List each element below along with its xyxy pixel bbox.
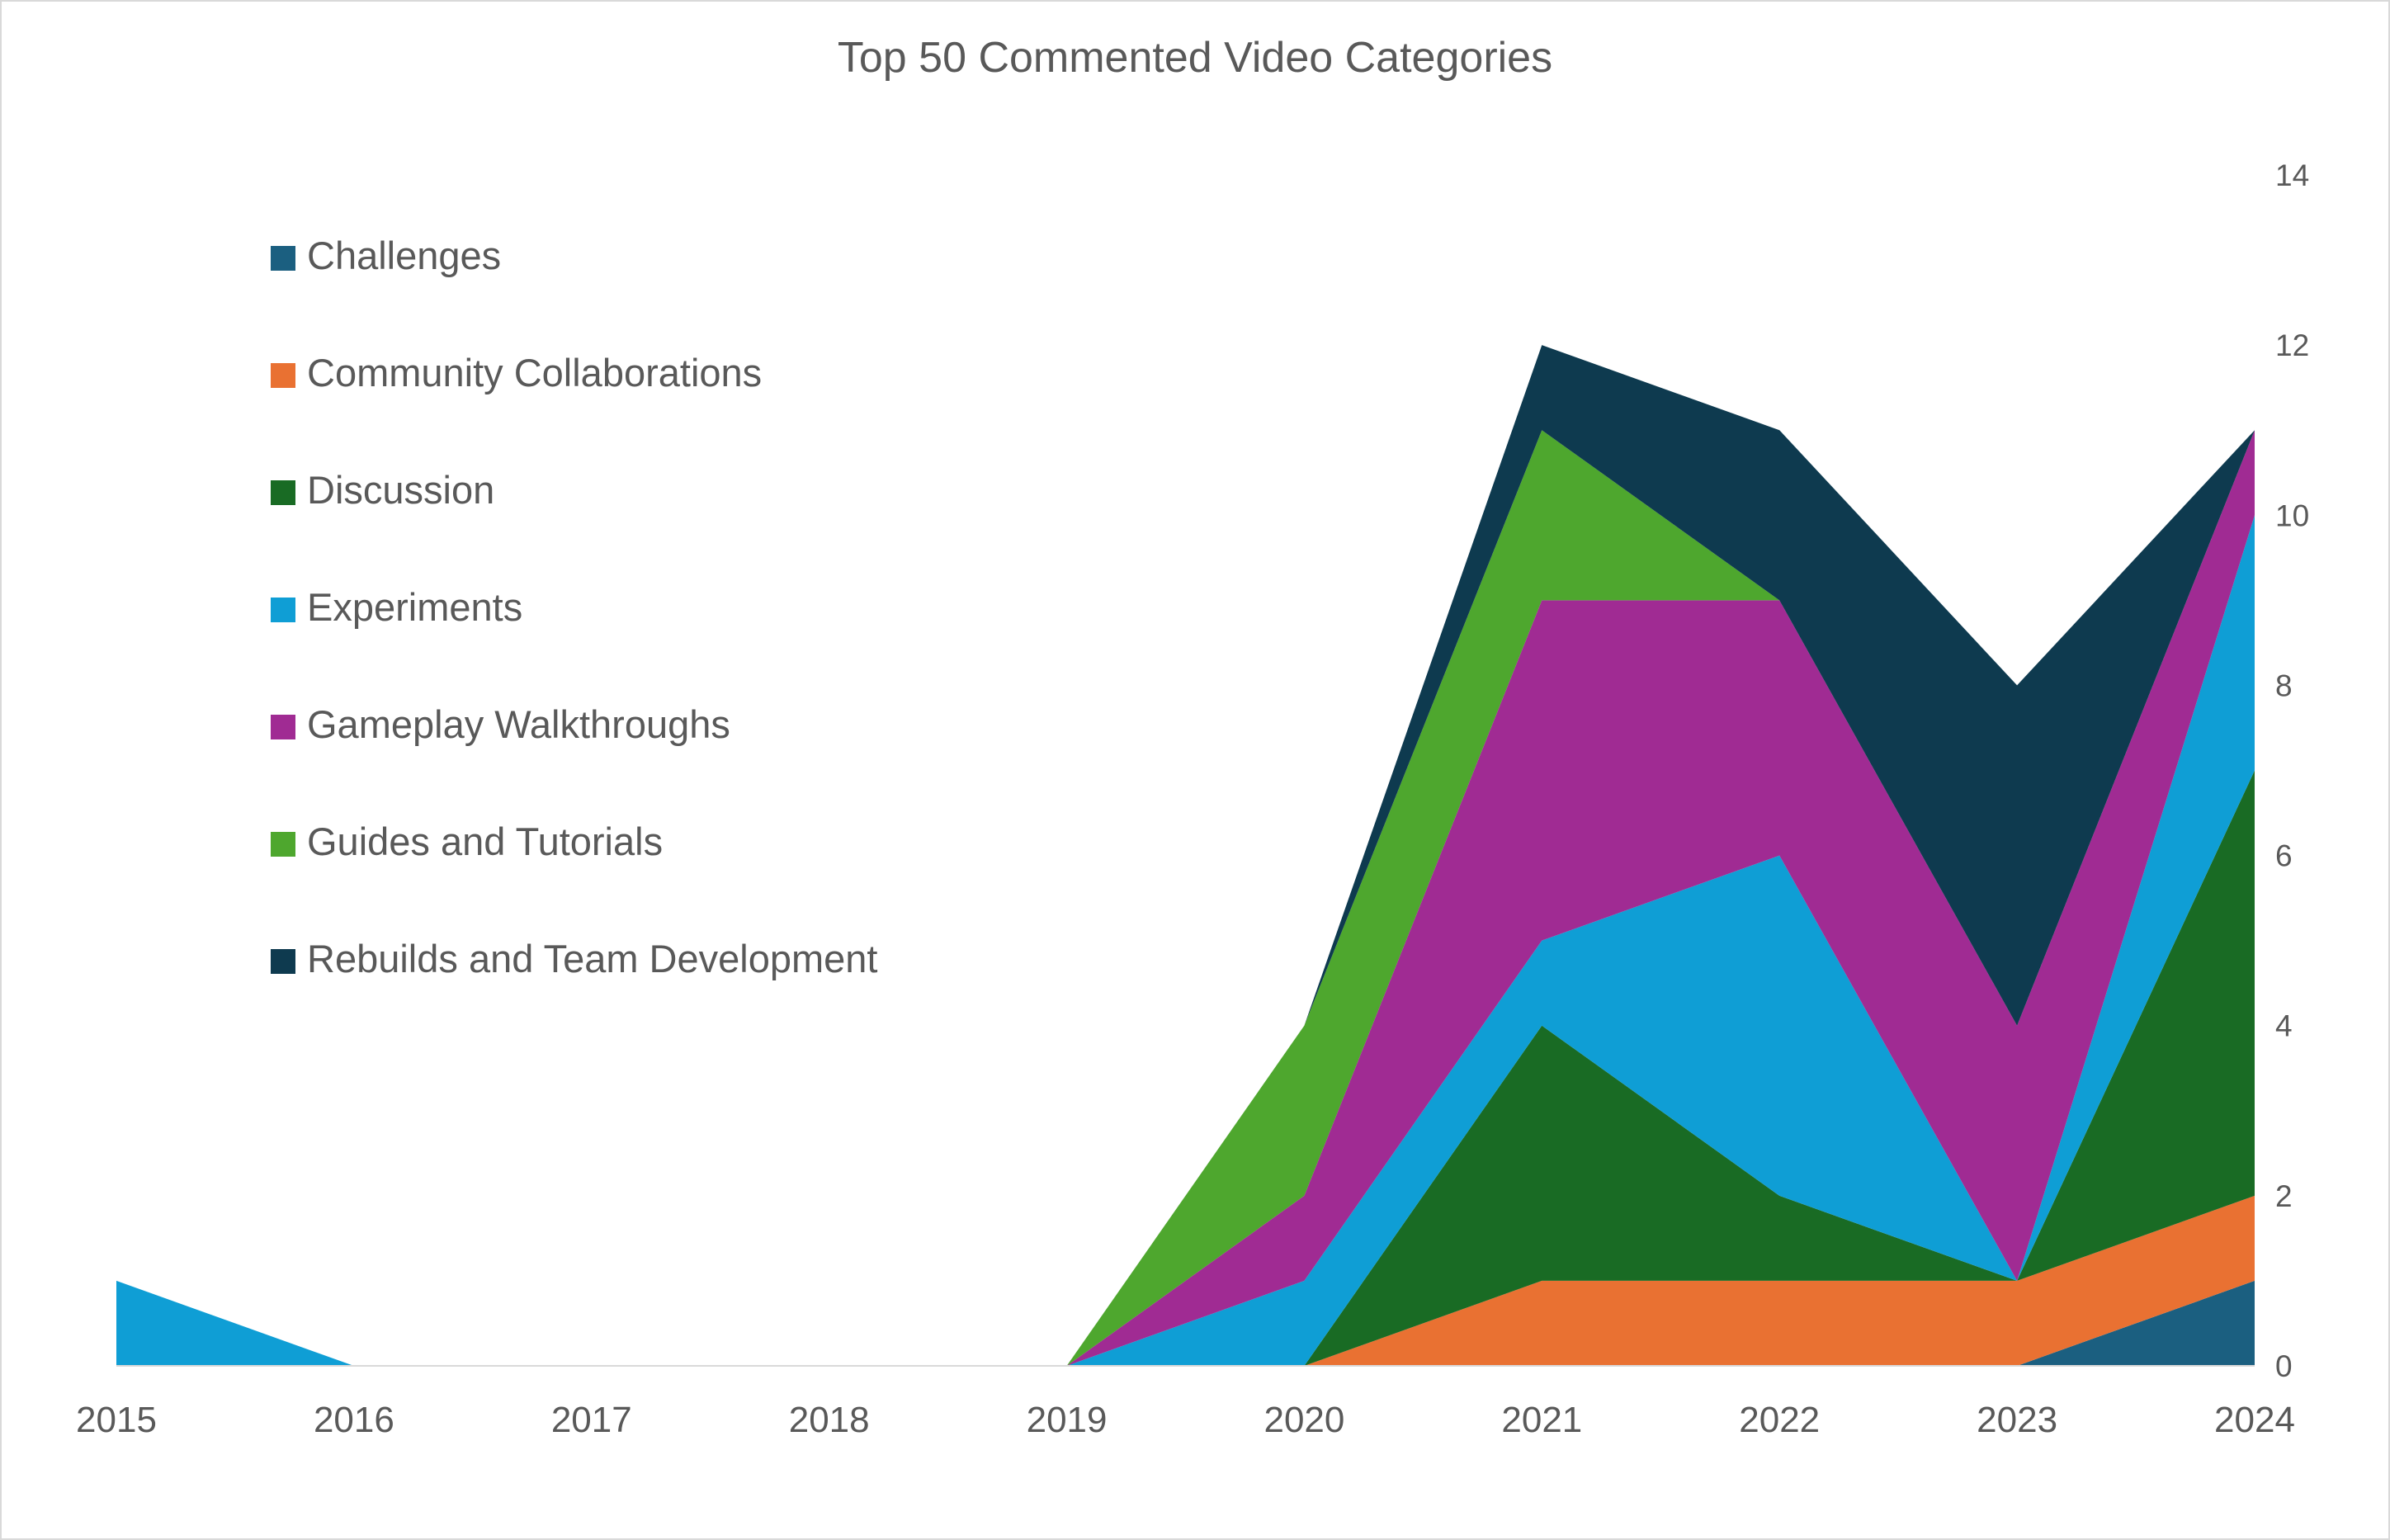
x-tick-label: 2024: [2214, 1400, 2295, 1440]
y-tick-label: 2: [2275, 1179, 2293, 1213]
y-tick-label: 0: [2275, 1349, 2293, 1383]
x-tick-label: 2020: [1263, 1400, 1344, 1440]
legend-swatch: [271, 715, 295, 739]
x-tick-label: 2016: [314, 1400, 394, 1440]
legend-label: Gameplay Walkthroughs: [307, 702, 730, 746]
y-tick-label: 8: [2275, 668, 2293, 702]
legend-swatch: [271, 480, 295, 505]
legend-swatch: [271, 832, 295, 857]
area-series-challenges: [116, 1280, 2255, 1366]
chart-title: Top 50 Commented Video Categories: [837, 34, 1553, 82]
legend-label: Discussion: [307, 468, 495, 512]
legend-label: Experiments: [307, 585, 523, 629]
x-tick-label: 2015: [76, 1400, 157, 1440]
area-series-group: [116, 345, 2255, 1367]
x-tick-label: 2022: [1739, 1400, 1820, 1440]
legend-swatch: [271, 949, 295, 974]
y-tick-label: 6: [2275, 839, 2293, 873]
area-series-discussion: [116, 770, 2255, 1366]
y-tick-label: 14: [2275, 158, 2309, 192]
y-tick-label: 4: [2275, 1009, 2293, 1043]
x-axis-ticks: 2015 2016 2017 2018 2019 2020 2021 2022 2023 2024: [76, 1400, 2295, 1440]
x-tick-label: 2023: [1977, 1400, 2057, 1440]
x-tick-label: 2018: [789, 1400, 870, 1440]
legend-label: Community Collaborations: [307, 351, 763, 394]
legend-swatch: [271, 598, 295, 622]
x-tick-label: 2021: [1501, 1400, 1582, 1440]
legend-swatch: [271, 363, 295, 388]
legend-label: Challenges: [307, 234, 502, 277]
x-tick-label: 2019: [1027, 1400, 1108, 1440]
area-series-gameplay-walkthroughs: [116, 430, 2255, 1367]
legend-label: Rebuilds and Team Development: [307, 937, 878, 980]
area-series-experiments: [116, 515, 2255, 1366]
x-tick-label: 2017: [551, 1400, 632, 1440]
legend-label: Guides and Tutorials: [307, 820, 664, 863]
y-tick-label: 12: [2275, 328, 2309, 362]
legend-swatch: [271, 246, 295, 271]
area-series-community-collaborations: [116, 1195, 2255, 1366]
y-tick-label: 10: [2275, 498, 2309, 532]
y-axis-ticks: 0 2 4 6 8 10 12 14: [2275, 158, 2309, 1383]
